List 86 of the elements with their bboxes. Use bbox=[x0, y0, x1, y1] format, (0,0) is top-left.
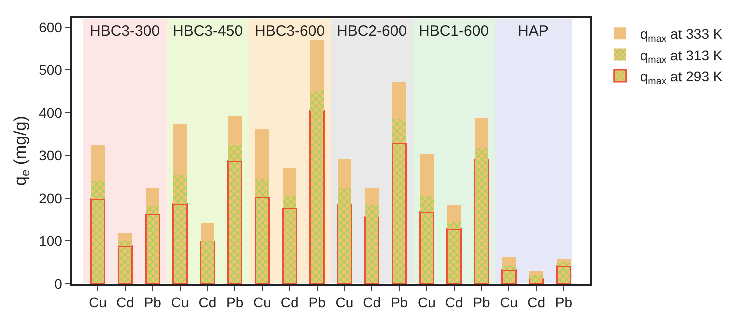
bar bbox=[283, 196, 297, 209]
x-tick-label: Cd bbox=[445, 294, 464, 311]
bar bbox=[364, 216, 380, 284]
x-tick-label: Cu bbox=[171, 294, 190, 311]
bar bbox=[447, 204, 462, 222]
bar bbox=[392, 82, 406, 120]
x-tick-label: Cd bbox=[198, 294, 217, 311]
bar bbox=[474, 118, 489, 148]
bar bbox=[365, 204, 379, 217]
bar bbox=[173, 124, 188, 175]
annotation: HBC3-600 bbox=[255, 23, 326, 40]
bar bbox=[146, 188, 160, 206]
bar bbox=[502, 270, 517, 284]
x-tick-label: Cd bbox=[363, 294, 382, 311]
bar bbox=[227, 160, 243, 284]
x-tick-label: Cu bbox=[418, 294, 436, 311]
annotation: HBC2-600 bbox=[337, 23, 408, 40]
bar bbox=[530, 275, 544, 279]
x-tick-label: Cd bbox=[528, 294, 546, 311]
x-tick-label: Cu bbox=[254, 294, 272, 311]
x-tick-label: Pb bbox=[555, 294, 573, 311]
bar bbox=[146, 206, 160, 215]
bar bbox=[557, 259, 571, 262]
y-tick-label: 300 bbox=[39, 148, 63, 164]
bar bbox=[256, 129, 270, 180]
text: q$_{max}$ at 313 K bbox=[640, 47, 724, 66]
bar bbox=[200, 241, 216, 284]
y-tick-label: 500 bbox=[39, 62, 63, 78]
bar bbox=[557, 262, 571, 266]
x-tick-label: Pb bbox=[390, 294, 408, 311]
bar bbox=[337, 204, 352, 284]
bar bbox=[118, 246, 134, 284]
bar bbox=[338, 188, 352, 205]
bar bbox=[254, 196, 270, 284]
y-tick-label: 0 bbox=[54, 276, 63, 292]
annotation: HAP bbox=[518, 23, 549, 40]
bar bbox=[91, 145, 105, 182]
bar bbox=[228, 116, 242, 146]
bar bbox=[420, 196, 434, 212]
y-tick-label: 400 bbox=[39, 104, 63, 121]
bar bbox=[447, 222, 462, 230]
bar bbox=[228, 145, 242, 162]
bar bbox=[502, 266, 516, 270]
annotation: HBC3-300 bbox=[90, 23, 160, 40]
x-tick-label: Pb bbox=[473, 294, 491, 311]
bar bbox=[310, 92, 324, 111]
x-tick-label: Cu bbox=[500, 294, 518, 311]
bar bbox=[419, 211, 435, 284]
bar bbox=[145, 214, 160, 284]
x-tick-label: Cu bbox=[89, 294, 107, 311]
x-tick-label: Cd bbox=[280, 294, 299, 311]
x-tick-label: Cd bbox=[116, 294, 134, 311]
bar bbox=[118, 241, 132, 246]
bar bbox=[90, 198, 106, 284]
bar bbox=[556, 265, 572, 284]
bar bbox=[392, 142, 408, 284]
bar bbox=[172, 204, 188, 284]
bar bbox=[502, 257, 516, 266]
bar bbox=[474, 148, 489, 160]
legend-label: q$_{max}$ at 333 K bbox=[640, 26, 724, 45]
bar bbox=[338, 159, 352, 188]
y-tick-label: 600 bbox=[39, 19, 63, 36]
x-tick-label: Pb bbox=[226, 294, 244, 311]
text: q$_{max}$ at 293 K bbox=[640, 68, 724, 88]
x-tick-label: Cu bbox=[336, 294, 354, 311]
bar bbox=[310, 110, 325, 284]
y-tick-label: 200 bbox=[39, 190, 63, 206]
y-tick-label: 100 bbox=[39, 233, 63, 250]
bar bbox=[118, 234, 132, 242]
bar bbox=[446, 228, 462, 284]
bar bbox=[530, 271, 544, 276]
x-tick-label: Pb bbox=[144, 294, 162, 311]
bar bbox=[392, 119, 406, 144]
bar bbox=[283, 168, 297, 196]
bar bbox=[91, 181, 105, 200]
bar bbox=[256, 179, 270, 198]
bar bbox=[200, 223, 215, 242]
bar bbox=[365, 188, 379, 205]
annotation: HBC3-450 bbox=[173, 23, 244, 40]
bar bbox=[282, 208, 298, 284]
bar bbox=[310, 40, 324, 92]
bar bbox=[173, 174, 188, 204]
x-tick-label: Pb bbox=[308, 294, 326, 311]
annotation: HBC1-600 bbox=[419, 23, 490, 40]
bar bbox=[474, 159, 490, 284]
bar bbox=[420, 154, 434, 196]
